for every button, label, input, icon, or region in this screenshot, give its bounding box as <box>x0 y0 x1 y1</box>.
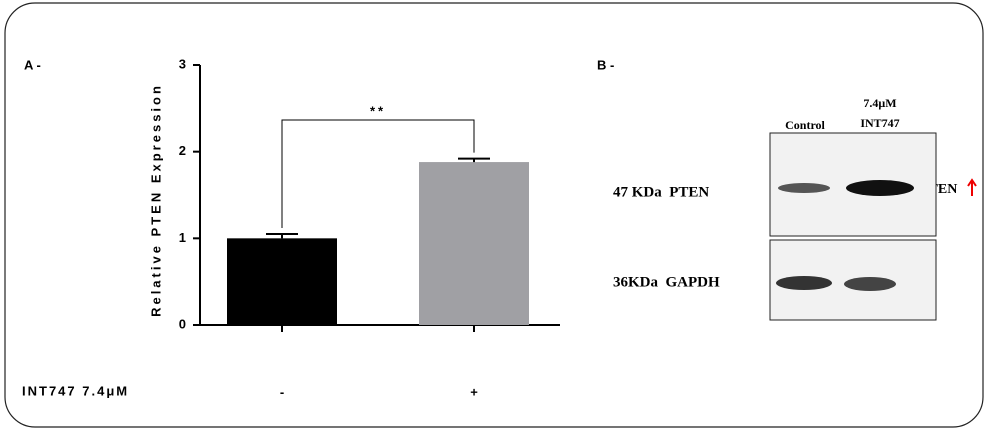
y-tick-label: 3 <box>179 56 186 71</box>
row-label: 47 KDa PTEN <box>613 184 709 200</box>
bar <box>227 238 337 325</box>
column-header: Control <box>785 118 825 132</box>
panel-label: B - <box>597 57 614 72</box>
y-tick-label: 1 <box>179 230 186 245</box>
x-axis-label: INT747 7.4μM <box>22 383 129 398</box>
y-tick-label: 0 <box>179 316 186 331</box>
x-tick-label: - <box>280 384 284 399</box>
row-label: 36KDa GAPDH <box>613 274 720 290</box>
band <box>844 277 896 291</box>
bar <box>419 162 529 325</box>
x-tick-label: + <box>470 384 478 399</box>
band <box>846 180 914 196</box>
y-tick-label: 2 <box>179 143 186 158</box>
band <box>778 183 830 193</box>
y-axis-label: Relative PTEN Expression <box>148 83 163 317</box>
band <box>776 276 832 290</box>
figure: A - Relative PTEN Expression INT747 7.4μ… <box>0 0 988 432</box>
panel-label: A - <box>24 57 41 72</box>
significance-label: ** <box>370 103 386 118</box>
